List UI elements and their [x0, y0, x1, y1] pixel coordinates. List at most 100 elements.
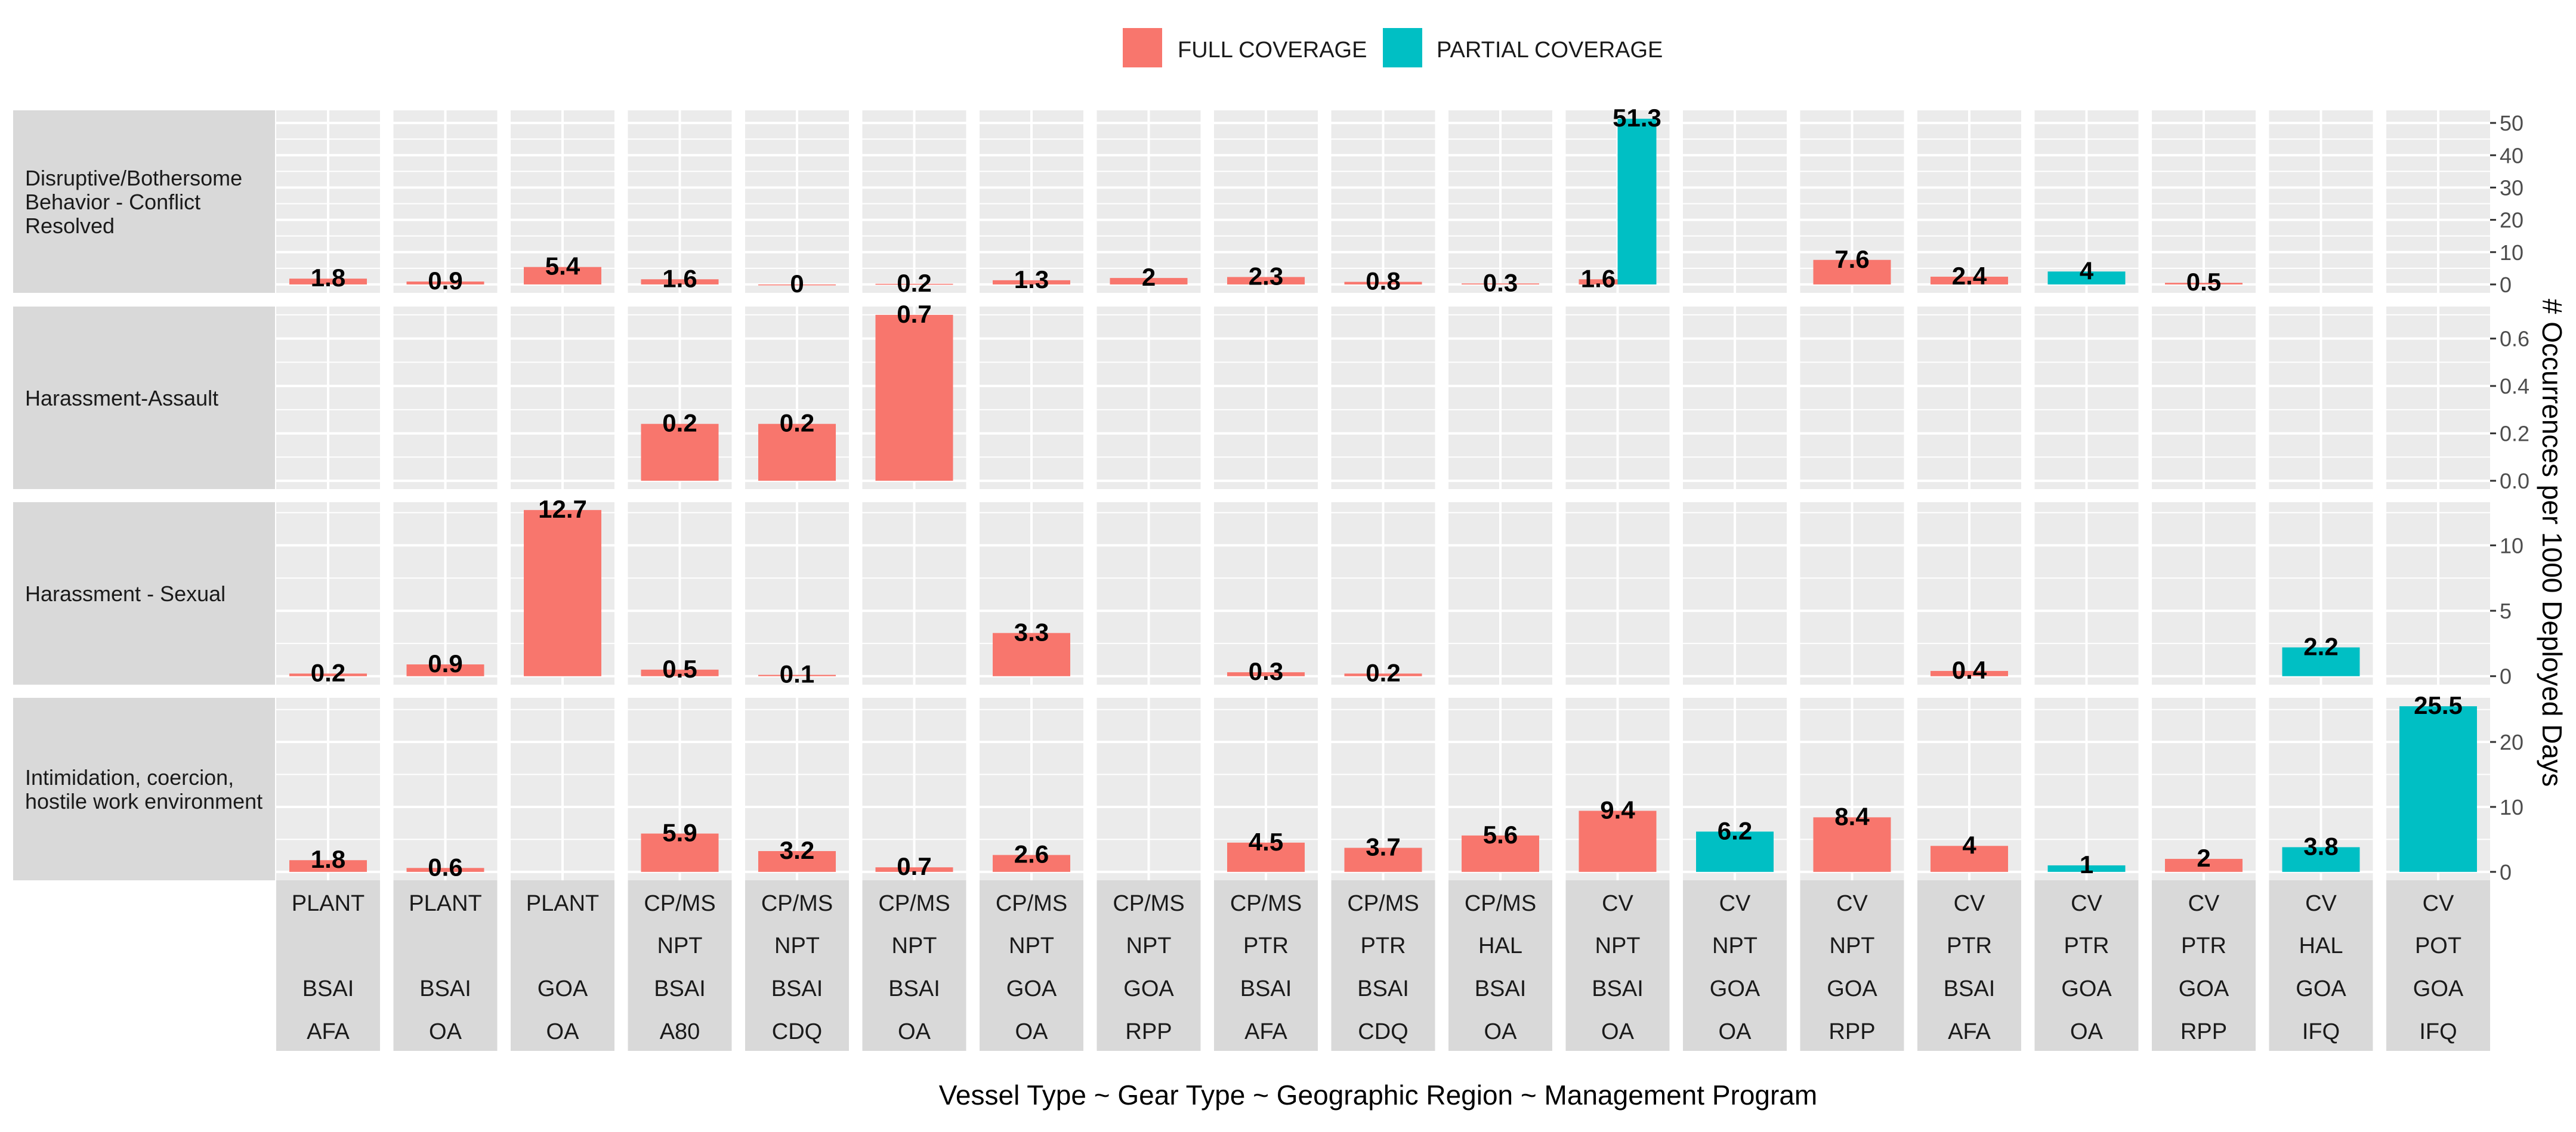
column-strip-label: CDQ	[1358, 1019, 1408, 1044]
row-strip: Harassment - Sexual	[13, 502, 275, 685]
column-strip-bg	[1097, 880, 1201, 1051]
y-tick-label: 0.4	[2500, 374, 2529, 398]
column-strip: CP/MS NPT BSAI A80	[628, 880, 732, 1051]
y-tick-label: 0.2	[2500, 422, 2529, 446]
column-strip: PLANT BSAI AFA	[276, 880, 380, 1051]
facet-panel	[1097, 698, 1201, 880]
column-strip-label: PTR	[2064, 933, 2109, 958]
bar-value-label: 4	[2080, 256, 2094, 284]
column-strip-label: NPT	[892, 933, 937, 958]
column-strip-label: GOA	[2296, 976, 2346, 1001]
bar-value-label: 51.3	[1613, 104, 1661, 132]
facet-panel	[1683, 110, 1787, 293]
y-tick-label: 0	[2500, 860, 2512, 884]
facet-panel	[2386, 502, 2490, 685]
bar	[524, 267, 601, 284]
bar-value-label: 8.4	[1834, 802, 1870, 830]
column-strip-bg	[1565, 880, 1670, 1051]
facet-panel	[745, 698, 849, 880]
y-tick-label: 0.0	[2500, 469, 2529, 493]
bar	[2047, 865, 2126, 872]
column-strip-label: A80	[660, 1019, 700, 1044]
bar-value-label: 2.2	[2303, 632, 2338, 660]
column-strip: CP/MS NPT BSAI OA	[862, 880, 966, 1051]
row-strip-label: Behavior - Conflict	[25, 190, 200, 214]
bar-value-label: 1.3	[1014, 265, 1049, 293]
column-strip-bg	[1683, 880, 1787, 1051]
column-strip-label: OA	[546, 1019, 580, 1044]
bar-value-label: 4	[1962, 831, 1976, 859]
facet-panel	[1097, 307, 1201, 489]
bar	[1579, 811, 1657, 872]
column-strip-label: RPP	[1828, 1019, 1875, 1044]
column-strip-label: OA	[2070, 1019, 2104, 1044]
bar	[1931, 846, 2008, 872]
facet-panel	[2152, 307, 2256, 489]
bar	[2047, 271, 2126, 284]
column-strip: CP/MS NPT BSAI CDQ	[745, 880, 849, 1051]
bar-value-label: 0	[790, 270, 804, 298]
column-strip: CV PTR BSAI AFA	[1917, 880, 2021, 1051]
facet-panel	[980, 110, 1083, 293]
column-strip-bg	[1917, 880, 2021, 1051]
column-strip-label: CP/MS	[1347, 891, 1419, 916]
column-strip-label: HAL	[2299, 933, 2343, 958]
column-strip-label: PLANT	[409, 891, 481, 916]
bar-value-label: 0.9	[428, 649, 462, 678]
y-axes: 0 10 20 30 40 50 0.0 0.2 0.4 0.6 0 5 10 0 10 20	[2490, 111, 2529, 884]
column-strip-label: PLANT	[526, 891, 599, 916]
facet-panel	[745, 502, 849, 685]
facet-panel	[980, 698, 1083, 880]
column-strip-label: PTR	[1243, 933, 1289, 958]
bar-value-label: 9.4	[1600, 796, 1635, 824]
row-strip-bg	[13, 502, 275, 685]
column-strip-bg	[862, 880, 966, 1051]
bar-value-label: 0.3	[1249, 657, 1283, 685]
bar	[641, 279, 719, 284]
bar-value-label: 0.7	[897, 300, 931, 328]
bar	[641, 423, 719, 481]
column-strip-bg	[628, 880, 732, 1051]
bar-value-label: 0.4	[1952, 656, 1987, 684]
column-strip-bg	[2386, 880, 2490, 1051]
column-strip-label: AFA	[1948, 1019, 1991, 1044]
column-strip-bg	[980, 880, 1083, 1051]
y-tick-label: 10	[2500, 533, 2524, 558]
column-strip-label: CP/MS	[761, 891, 833, 916]
column-strip-label: CP/MS	[878, 891, 950, 916]
bar-value-label: 6.2	[1718, 816, 1752, 845]
bar	[641, 669, 719, 676]
column-strip-label: NPT	[1830, 933, 1875, 958]
legend-key-full	[1123, 28, 1162, 67]
column-strip-label: GOA	[2413, 976, 2464, 1001]
column-strip-label: CV	[2188, 891, 2220, 916]
facet-panel	[393, 110, 498, 293]
bar-value-label: 1.6	[1581, 264, 1616, 292]
facet-panel	[1800, 307, 1904, 489]
column-strip-label: AFA	[307, 1019, 350, 1044]
facet-panel	[1097, 502, 1201, 685]
facet-panel	[276, 110, 380, 293]
facet-panel	[2386, 110, 2490, 293]
facet-panel	[1565, 502, 1670, 685]
column-strip: CV HAL GOA IFQ	[2269, 880, 2373, 1051]
y-tick-label: 0	[2500, 664, 2512, 689]
column-strip-label: BSAI	[1944, 976, 1996, 1001]
bar	[406, 664, 484, 676]
bar	[2282, 647, 2360, 676]
column-strip-label: CV	[1602, 891, 1633, 916]
legend: FULL COVERAGE PARTIAL COVERAGE	[1123, 28, 1663, 67]
facet-panel	[1917, 307, 2021, 489]
y-tick-label: 0.6	[2500, 327, 2529, 351]
bar-value-label: 1	[2080, 850, 2093, 879]
bar-value-label: 12.7	[538, 495, 587, 523]
column-strip-label: GOA	[538, 976, 588, 1001]
bar-value-label: 0.2	[311, 658, 345, 686]
column-strip-label: BSAI	[1592, 976, 1644, 1001]
row-strip-bg	[13, 698, 275, 880]
facet-panel	[1917, 110, 2021, 293]
bar-value-label: 0.2	[662, 409, 697, 437]
column-strip-bg	[393, 880, 498, 1051]
facet-panel	[393, 307, 498, 489]
bar	[758, 850, 836, 872]
